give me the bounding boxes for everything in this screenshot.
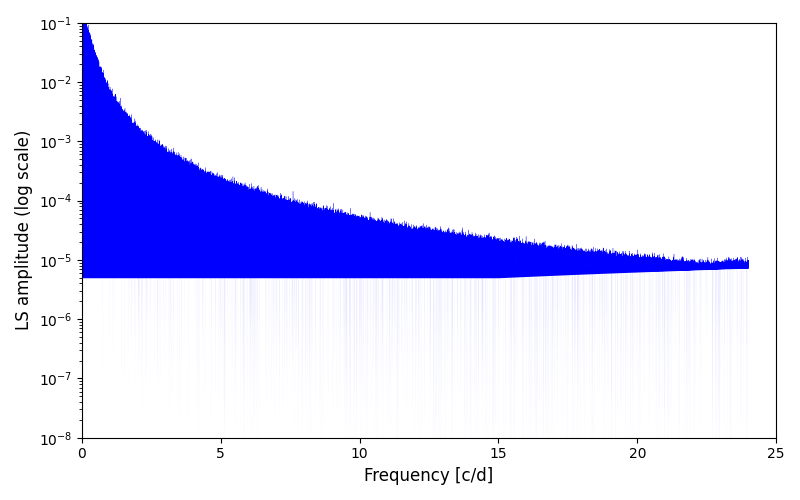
Y-axis label: LS amplitude (log scale): LS amplitude (log scale) [15, 130, 33, 330]
X-axis label: Frequency [c/d]: Frequency [c/d] [364, 467, 494, 485]
